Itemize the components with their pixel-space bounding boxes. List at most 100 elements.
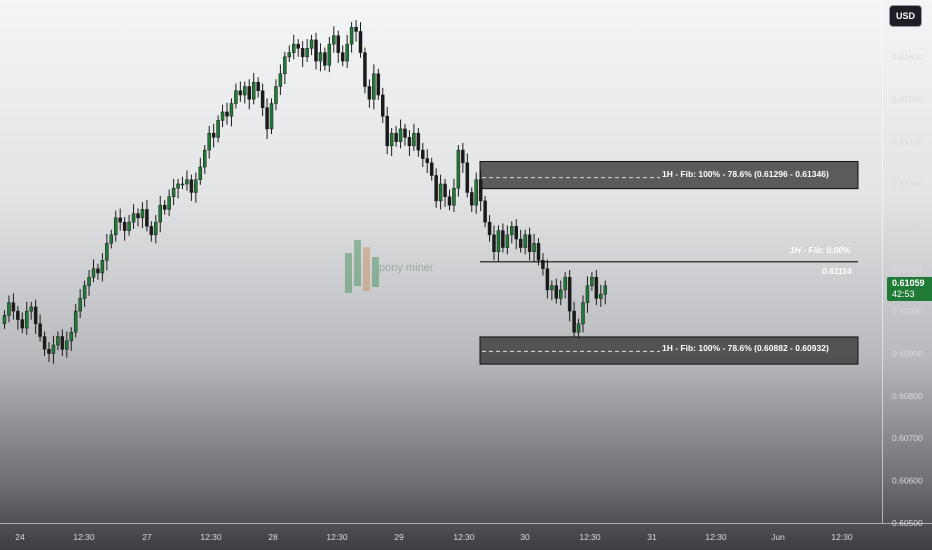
candle-body bbox=[220, 111, 225, 121]
candle-body bbox=[483, 200, 487, 223]
candle-body bbox=[269, 103, 274, 130]
candle-body bbox=[203, 149, 207, 168]
candle-body bbox=[470, 192, 474, 206]
candle-body bbox=[7, 302, 11, 316]
currency-button[interactable]: USD bbox=[889, 5, 922, 27]
candle-body bbox=[20, 319, 25, 329]
candle-body bbox=[385, 115, 389, 147]
candle-body bbox=[381, 94, 385, 117]
candle-body bbox=[25, 310, 29, 329]
candle-body bbox=[421, 149, 425, 159]
candle-body bbox=[505, 234, 510, 248]
candle-body bbox=[501, 230, 505, 248]
candle-body bbox=[47, 349, 51, 354]
candle-body bbox=[278, 73, 283, 87]
time-axis[interactable]: 24 12:30 27 12:30 28 12:30 29 12:30 30 12:30 31 12:… bbox=[0, 523, 932, 543]
price-axis[interactable]: 0.61600 0.61500 0.61400 0.61300 0.61200 0.611… bbox=[882, 0, 923, 528]
time-tick-label: 12:30 bbox=[326, 532, 348, 542]
fib-0-value-label: 0.61114 bbox=[822, 266, 852, 276]
candle-body bbox=[523, 234, 527, 248]
time-tick-label: 12:30 bbox=[453, 532, 475, 542]
candle-body bbox=[234, 90, 238, 104]
candle-body bbox=[207, 132, 211, 151]
candle-body bbox=[158, 204, 162, 223]
candle-body bbox=[78, 298, 82, 312]
candle-body bbox=[510, 226, 514, 236]
time-tick-label: 12:30 bbox=[705, 532, 727, 542]
candle-body bbox=[527, 234, 532, 253]
bar-countdown: 42:53 bbox=[892, 289, 915, 299]
fib-0-label: 1H - Fib: 0.00% bbox=[790, 245, 851, 255]
candle-body bbox=[572, 310, 576, 333]
candle-body bbox=[287, 52, 292, 58]
candle-body bbox=[581, 302, 585, 325]
candle-body bbox=[247, 86, 251, 100]
currency-label: USD bbox=[895, 11, 915, 21]
fib-zone-box bbox=[479, 336, 859, 365]
candle-body bbox=[16, 310, 20, 320]
candle-body bbox=[171, 187, 176, 197]
candle-body bbox=[243, 86, 247, 96]
candle-body bbox=[349, 26, 354, 45]
fib-zone-box bbox=[479, 160, 859, 190]
candle-body bbox=[478, 179, 483, 202]
candle-body bbox=[407, 137, 412, 147]
price-tick-label: 0.61400 bbox=[892, 137, 923, 147]
candle-body bbox=[122, 221, 127, 231]
candle-body bbox=[2, 315, 7, 325]
candle-body bbox=[198, 166, 203, 180]
candle-body bbox=[29, 306, 33, 312]
price-tick-label: 0.60900 bbox=[892, 348, 923, 358]
candle-body bbox=[603, 285, 607, 295]
price-tick-label: 0.61500 bbox=[892, 94, 923, 104]
last-price-value: 0.61059 bbox=[892, 278, 925, 288]
candle-body bbox=[229, 103, 234, 117]
candle-body bbox=[100, 260, 105, 274]
candle-body bbox=[345, 43, 349, 62]
candle-body bbox=[425, 158, 429, 164]
candle-body bbox=[323, 52, 327, 66]
candle-body bbox=[372, 73, 376, 100]
candle-body bbox=[389, 132, 394, 147]
candle-body bbox=[65, 340, 69, 350]
watermark-logo-icon bbox=[345, 240, 379, 293]
candle-body bbox=[136, 213, 140, 219]
candle-body bbox=[51, 344, 56, 354]
candle-body bbox=[314, 39, 318, 62]
candle-body bbox=[225, 111, 229, 117]
candle-body bbox=[594, 276, 599, 299]
candle-body bbox=[56, 336, 60, 346]
candle-body bbox=[238, 90, 243, 96]
candle-body bbox=[363, 52, 367, 87]
candle-body bbox=[456, 149, 461, 189]
candle-body bbox=[33, 306, 38, 325]
candle-body bbox=[216, 120, 220, 138]
candle-body bbox=[550, 285, 554, 291]
candle-body bbox=[412, 132, 416, 147]
price-tick-label: 0.61100 bbox=[892, 264, 922, 274]
candle-body bbox=[162, 204, 167, 210]
candle-body bbox=[438, 183, 443, 202]
candle-body bbox=[465, 162, 470, 193]
candle-body bbox=[260, 90, 265, 108]
candle-body bbox=[358, 31, 363, 53]
candle-body bbox=[536, 243, 541, 261]
price-tick-label: 0.60800 bbox=[892, 391, 923, 401]
candle-body bbox=[496, 230, 501, 253]
watermark-text: pony miner bbox=[379, 262, 434, 274]
candle-body bbox=[563, 276, 567, 291]
candles bbox=[2, 19, 607, 364]
time-tick-label: 24 bbox=[15, 532, 25, 542]
candle-body bbox=[398, 128, 403, 142]
fib-zone-upper-label: 1H - Fib: 100% - 78.6% (0.61296 - 0.6134… bbox=[662, 169, 829, 179]
fib-zone-lower-label: 1H - Fib: 100% - 78.6% (0.60882 - 0.6093… bbox=[662, 343, 829, 353]
candle-body bbox=[452, 187, 456, 206]
candle-body bbox=[87, 276, 91, 286]
candle-body bbox=[109, 234, 114, 244]
candle-body bbox=[194, 179, 198, 193]
candle-body bbox=[296, 43, 300, 49]
candle-body bbox=[340, 52, 345, 62]
candle-body bbox=[554, 285, 559, 299]
candle-body bbox=[487, 221, 492, 236]
